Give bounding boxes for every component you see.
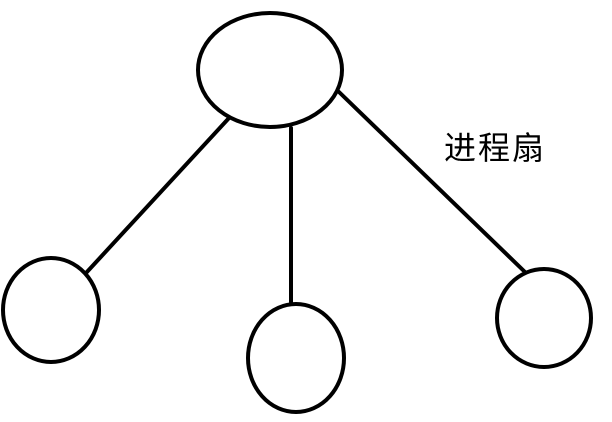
middle-child-process-node xyxy=(246,302,346,414)
parent-process-node xyxy=(196,11,344,129)
edge-parent-to-right-child xyxy=(337,90,528,275)
left-child-process-node xyxy=(1,256,101,364)
diagram-label: 进程扇 xyxy=(444,129,546,167)
right-child-process-node xyxy=(495,267,593,369)
edge-parent-to-left-child xyxy=(84,116,231,275)
